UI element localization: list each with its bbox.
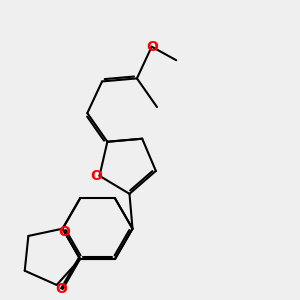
Text: O: O: [55, 282, 67, 296]
Text: O: O: [58, 225, 70, 239]
Text: O: O: [90, 169, 102, 183]
Text: O: O: [146, 40, 158, 54]
